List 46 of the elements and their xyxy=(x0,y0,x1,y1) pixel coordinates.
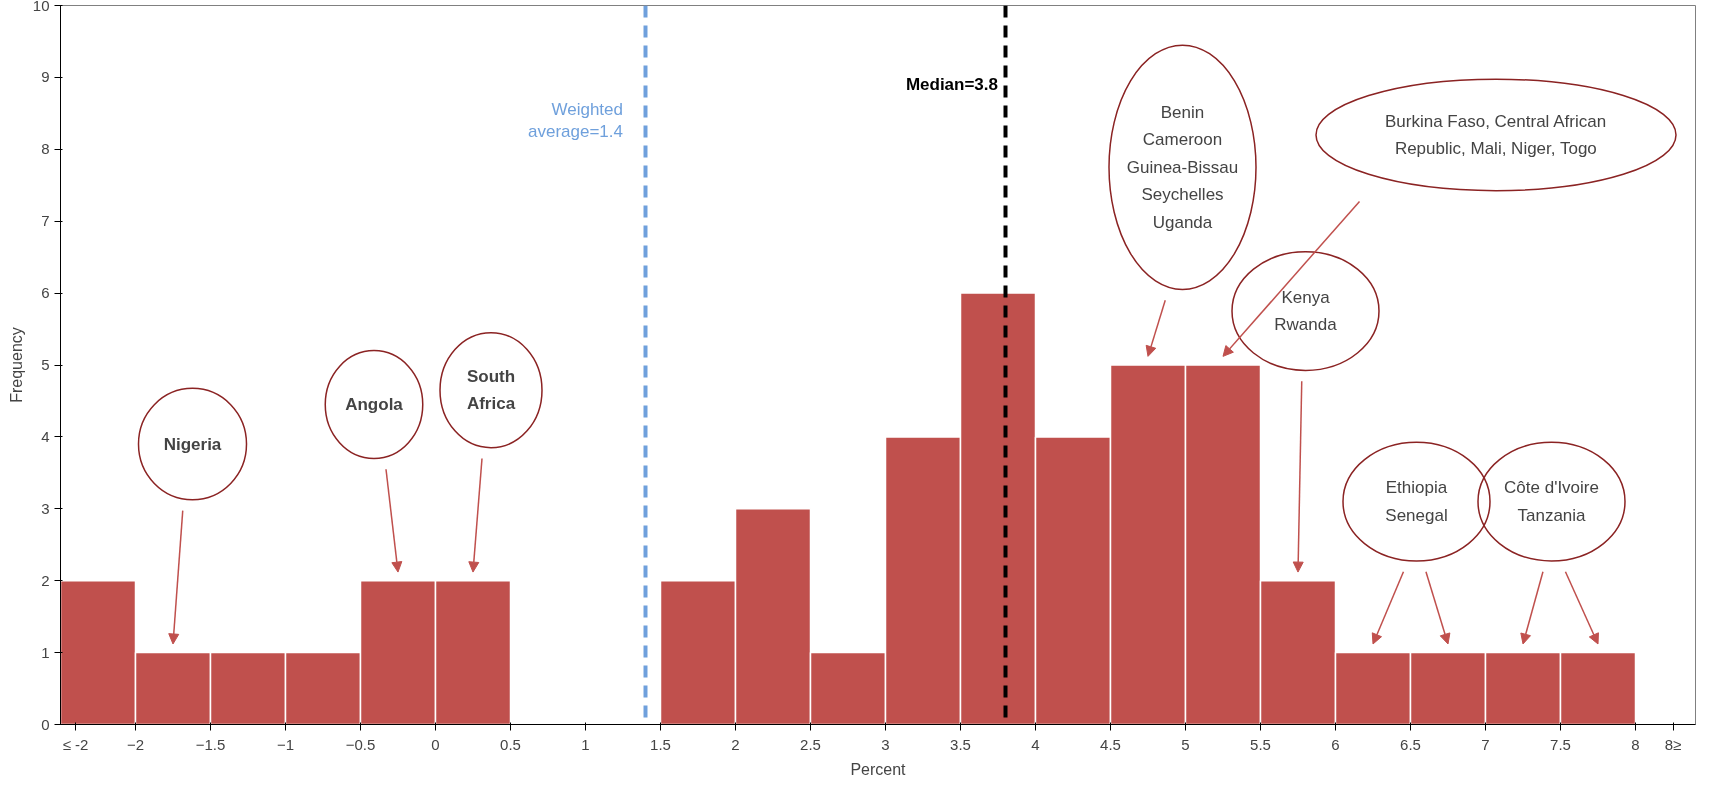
ref-line-label: Median=3.8 xyxy=(905,75,998,95)
annotation: Benin Cameroon Guinea-Bissau Seychelles Uganda xyxy=(1126,102,1239,232)
x-tick-label: 2 xyxy=(731,735,740,753)
x-tick-label: 2.5 xyxy=(800,735,821,753)
y-tick-label: 9 xyxy=(41,68,50,86)
y-tick-label: 4 xyxy=(41,427,50,445)
annotation: Nigeria xyxy=(163,434,222,454)
y-tick-label: 1 xyxy=(41,643,50,661)
x-tick-label: 8 xyxy=(1631,735,1640,753)
x-tick-label: 4.5 xyxy=(1100,735,1121,753)
x-tick-label: 5.5 xyxy=(1250,735,1271,753)
annotation: Angola xyxy=(345,395,404,415)
x-axis-title: Percent xyxy=(850,760,907,778)
x-tick-label: 4 xyxy=(1031,735,1040,753)
x-tick-label: 7.5 xyxy=(1550,735,1571,753)
annotation: Burkina Faso, Central African Republic, Mali, Niger, Togo xyxy=(1384,111,1607,159)
x-tick-label: 3 xyxy=(881,735,890,753)
annotation: South Africa xyxy=(466,366,516,414)
x-tick-label: 3.5 xyxy=(950,735,971,753)
x-tick-label: ≤ -2 xyxy=(62,735,89,753)
annotation: Kenya Rwanda xyxy=(1274,287,1338,335)
y-tick-label: 5 xyxy=(41,356,50,373)
x-tick-label: −2 xyxy=(126,735,145,753)
annotation: Côte d'Ivoire Tanzania xyxy=(1504,478,1599,525)
x-tick-label: 7 xyxy=(1481,735,1490,753)
x-tick-label: −0.5 xyxy=(345,735,376,753)
x-tick-label: 6.5 xyxy=(1400,735,1421,753)
x-tick-label: −1 xyxy=(276,735,295,753)
ref-line-label: Weighted average=1.4 xyxy=(528,99,624,142)
y-tick-label: 3 xyxy=(41,499,50,517)
x-tick-label: 1.5 xyxy=(650,735,671,753)
x-tick-label: 5 xyxy=(1181,735,1190,753)
x-tick-label: 8≥ xyxy=(1664,735,1682,753)
y-tick-label: 0 xyxy=(41,715,50,733)
annotation: Ethiopia Senegal xyxy=(1385,478,1448,525)
x-tick-label: 1 xyxy=(581,735,590,753)
y-tick-label: 2 xyxy=(41,571,50,589)
x-tick-label: −1.5 xyxy=(195,735,226,753)
x-tick-label: 0 xyxy=(431,735,440,753)
y-tick-label: 6 xyxy=(41,284,50,302)
x-tick-label: 6 xyxy=(1331,735,1340,753)
x-tick-label: 0.5 xyxy=(500,735,521,753)
y-axis-title: Frequency xyxy=(7,327,25,403)
y-tick-label: 7 xyxy=(41,212,50,230)
y-tick-label: 10 xyxy=(32,0,50,14)
y-tick-label: 8 xyxy=(41,140,50,158)
